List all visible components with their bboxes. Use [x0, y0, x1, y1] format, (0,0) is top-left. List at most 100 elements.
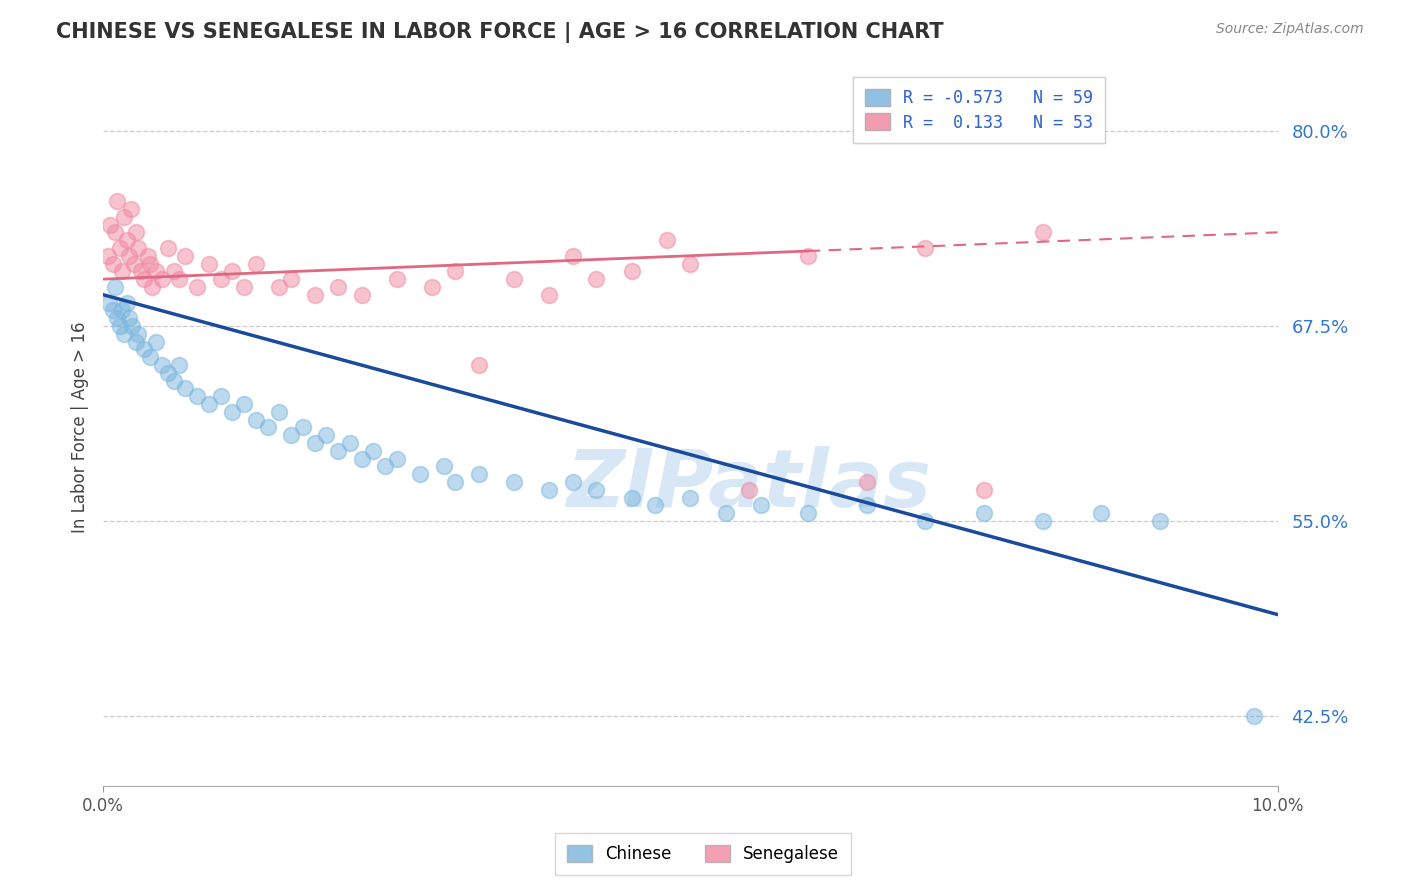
Point — [269, 280, 291, 294]
Point — [233, 397, 256, 411]
Point — [269, 405, 291, 419]
Point — [503, 272, 526, 286]
Point — [209, 272, 232, 286]
Point — [538, 483, 561, 497]
Point — [115, 233, 138, 247]
Point — [350, 451, 373, 466]
Point — [444, 264, 467, 278]
Point — [561, 475, 583, 489]
Legend: R = -0.573   N = 59, R =  0.133   N = 53: R = -0.573 N = 59, R = 0.133 N = 53 — [853, 77, 1105, 144]
Point — [233, 280, 256, 294]
Point — [374, 459, 396, 474]
Point — [714, 506, 737, 520]
Point — [914, 241, 936, 255]
Point — [620, 264, 643, 278]
Point — [855, 499, 877, 513]
Point — [97, 249, 120, 263]
Point — [1090, 506, 1112, 520]
Point — [139, 350, 162, 364]
Point — [115, 295, 138, 310]
Point — [291, 420, 314, 434]
Point — [655, 233, 678, 247]
Point — [174, 249, 197, 263]
Point — [679, 491, 702, 505]
Point — [118, 249, 141, 263]
Point — [162, 264, 184, 278]
Point — [136, 249, 159, 263]
Point — [538, 287, 561, 301]
Point — [129, 264, 152, 278]
Point — [350, 287, 373, 301]
Point — [104, 280, 127, 294]
Point — [108, 318, 131, 333]
Point — [256, 420, 278, 434]
Point — [209, 389, 232, 403]
Point — [221, 264, 243, 278]
Point — [156, 366, 179, 380]
Point — [738, 483, 761, 497]
Point — [186, 389, 208, 403]
Point — [245, 412, 267, 426]
Point — [585, 272, 607, 286]
Point — [361, 443, 384, 458]
Point — [198, 256, 221, 270]
Point — [104, 225, 127, 239]
Point — [644, 499, 666, 513]
Point — [150, 358, 173, 372]
Point — [134, 272, 156, 286]
Point — [1032, 225, 1054, 239]
Point — [101, 256, 124, 270]
Point — [797, 249, 820, 263]
Point — [326, 443, 349, 458]
Point — [468, 358, 491, 372]
Point — [169, 358, 191, 372]
Point — [339, 436, 361, 450]
Point — [111, 264, 134, 278]
Point — [162, 374, 184, 388]
Point — [409, 467, 432, 482]
Point — [125, 334, 148, 349]
Point — [561, 249, 583, 263]
Point — [245, 256, 267, 270]
Point — [797, 506, 820, 520]
Point — [145, 334, 167, 349]
Point — [105, 194, 128, 208]
Point — [385, 272, 408, 286]
Point — [315, 428, 337, 442]
Point — [444, 475, 467, 489]
Point — [169, 272, 191, 286]
Point — [118, 311, 141, 326]
Point — [121, 318, 143, 333]
Point — [98, 295, 121, 310]
Text: CHINESE VS SENEGALESE IN LABOR FORCE | AGE > 16 CORRELATION CHART: CHINESE VS SENEGALESE IN LABOR FORCE | A… — [56, 22, 943, 44]
Point — [433, 459, 456, 474]
Point — [120, 202, 142, 216]
Point — [973, 506, 995, 520]
Point — [174, 381, 197, 395]
Point — [1243, 709, 1265, 723]
Point — [585, 483, 607, 497]
Point — [385, 451, 408, 466]
Point — [620, 491, 643, 505]
Point — [156, 241, 179, 255]
Point — [127, 241, 149, 255]
Point — [150, 272, 173, 286]
Point — [503, 475, 526, 489]
Point — [1032, 514, 1054, 528]
Point — [141, 280, 163, 294]
Point — [304, 287, 326, 301]
Legend: Chinese, Senegalese: Chinese, Senegalese — [555, 833, 851, 875]
Point — [973, 483, 995, 497]
Point — [125, 225, 148, 239]
Point — [112, 326, 135, 341]
Point — [112, 210, 135, 224]
Point — [145, 264, 167, 278]
Point — [468, 467, 491, 482]
Point — [855, 475, 877, 489]
Point — [101, 303, 124, 318]
Point — [280, 272, 302, 286]
Point — [749, 499, 772, 513]
Point — [105, 311, 128, 326]
Point — [186, 280, 208, 294]
Point — [420, 280, 443, 294]
